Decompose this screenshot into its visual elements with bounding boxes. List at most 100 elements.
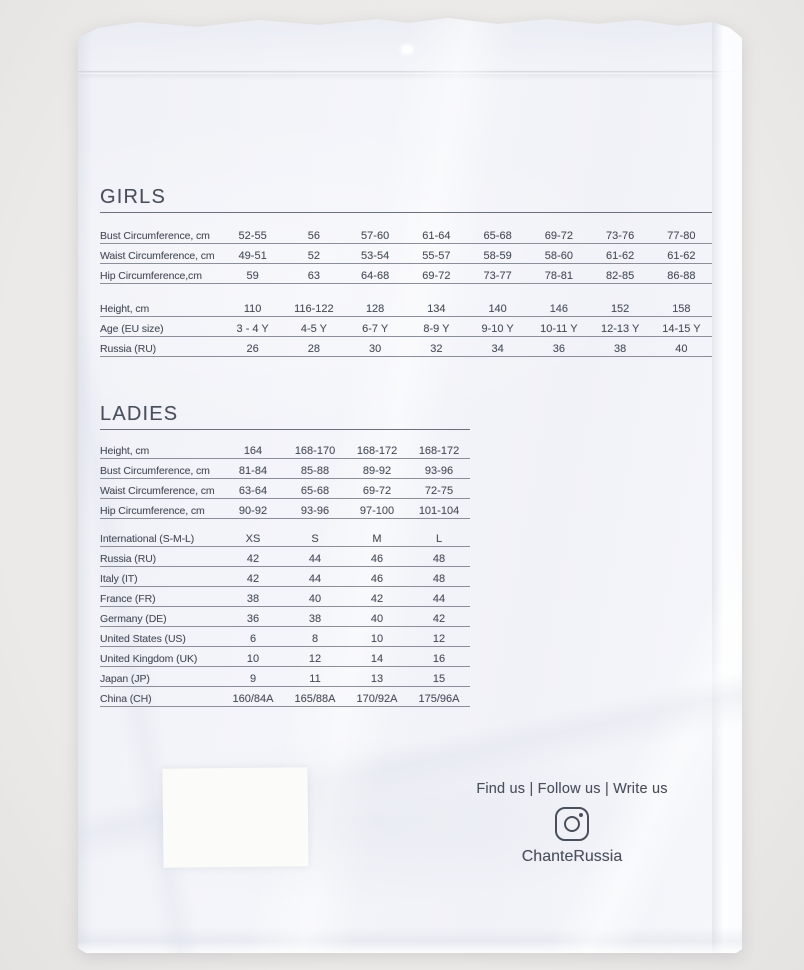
brand-footer: Find us | Follow us | Write us ChanteRus… bbox=[420, 781, 724, 866]
size-value: 65-68 bbox=[300, 485, 330, 497]
size-value: 78-81 bbox=[544, 270, 573, 282]
size-value: 110 bbox=[243, 303, 262, 315]
size-value: 64-68 bbox=[361, 270, 390, 282]
size-value: 48 bbox=[432, 573, 446, 585]
size-value: 58-60 bbox=[544, 250, 573, 262]
size-value: 4-5 Y bbox=[300, 323, 327, 335]
instagram-handle: ChanteRussia bbox=[521, 848, 623, 865]
size-value: 28 bbox=[307, 343, 320, 355]
size-row: Japan (JP) 9 11 13 15 bbox=[100, 667, 470, 687]
size-value: 32 bbox=[430, 343, 443, 355]
size-row-label: Age (EU size) bbox=[100, 323, 164, 335]
size-value: 73-77 bbox=[483, 270, 512, 282]
size-value: 46 bbox=[370, 553, 384, 565]
size-row-label: Russia (RU) bbox=[100, 553, 157, 565]
size-value: 34 bbox=[491, 343, 504, 355]
size-value: 164 bbox=[243, 445, 263, 457]
size-value: 85-88 bbox=[300, 465, 330, 477]
size-row-label: Height, cm bbox=[100, 445, 150, 457]
ladies-size-table: LADIES Height, cm 164 168-170 168-172 168-17… bbox=[100, 403, 470, 707]
size-row: Height, cm 164 168-170 168-172 168-172 bbox=[100, 439, 470, 459]
girls-table-rows: Bust Circumference, cm 52-55 56 57-60 61-64 6… bbox=[100, 224, 712, 357]
size-value: 40 bbox=[675, 343, 688, 355]
size-row-label: Russia (RU) bbox=[100, 343, 157, 355]
size-row: Germany (DE) 36 38 40 42 bbox=[100, 607, 470, 627]
size-value: S bbox=[311, 533, 319, 545]
zip-seam bbox=[78, 71, 742, 74]
size-value: 61-62 bbox=[667, 250, 696, 262]
size-value: 12 bbox=[432, 633, 446, 645]
size-value: 26 bbox=[246, 343, 259, 355]
size-value: 52-55 bbox=[238, 230, 267, 242]
size-row-label: Waist Circumference, cm bbox=[100, 250, 215, 262]
size-value: 65-68 bbox=[483, 230, 512, 242]
size-value: 69-72 bbox=[422, 270, 451, 282]
instagram-flash-dot bbox=[579, 813, 583, 817]
size-value: 73-76 bbox=[606, 230, 635, 242]
size-value: 128 bbox=[365, 303, 385, 315]
size-row: Italy (IT) 42 44 46 48 bbox=[100, 567, 470, 587]
size-row-label: Height, cm bbox=[100, 303, 150, 315]
size-value: 9-10 Y bbox=[481, 323, 514, 335]
size-row: China (CH) 160/84A 165/88A 170/92A 175/96A bbox=[100, 687, 470, 707]
size-row: Age (EU size) 3 - 4 Y 4-5 Y 6-7 Y 8-9 Y 9-10 … bbox=[100, 317, 712, 337]
size-value: 40 bbox=[308, 593, 322, 605]
size-row: United States (US) 6 8 10 12 bbox=[100, 627, 470, 647]
size-value: 12-13 Y bbox=[600, 323, 640, 335]
size-value: 46 bbox=[370, 573, 384, 585]
size-value: 38 bbox=[614, 343, 627, 355]
size-value: XS bbox=[245, 533, 261, 545]
size-row-label: Hip Circumference, cm bbox=[100, 505, 205, 517]
size-value: 134 bbox=[427, 303, 446, 315]
size-value: 93-96 bbox=[300, 505, 330, 517]
size-value: 69-72 bbox=[362, 485, 392, 497]
size-value: 82-85 bbox=[606, 270, 635, 282]
size-value: 44 bbox=[308, 553, 322, 565]
size-value: 42 bbox=[370, 593, 384, 605]
size-row: Russia (RU) 26 28 30 32 34 36 38 40 bbox=[100, 337, 712, 357]
size-row-label: Waist Circumference, cm bbox=[100, 485, 215, 497]
size-value: 72-75 bbox=[424, 485, 454, 497]
bag-bottom-fold bbox=[78, 927, 742, 953]
size-value: 8-9 Y bbox=[423, 323, 450, 335]
blank-label-card bbox=[162, 767, 309, 868]
size-value: 10 bbox=[246, 653, 260, 665]
size-value: M bbox=[372, 533, 382, 545]
social-links-text: Find us | Follow us | Write us bbox=[476, 781, 668, 797]
size-row: Bust Circumference, cm 81-84 85-88 89-92 93-… bbox=[100, 459, 470, 479]
size-row: Height, cm 110 116-122 128 134 140 146 152 158 bbox=[100, 297, 712, 317]
size-row-label: Bust Circumference, cm bbox=[100, 465, 210, 477]
size-row: United Kingdom (UK) 10 12 14 16 bbox=[100, 647, 470, 667]
size-value: 14-15 Y bbox=[662, 323, 701, 335]
size-value: 38 bbox=[308, 613, 322, 625]
instagram-lens-circle bbox=[564, 816, 580, 832]
size-value: 116-122 bbox=[294, 303, 334, 315]
size-value: 44 bbox=[432, 593, 446, 605]
size-row: Waist Circumference, cm 63-64 65-68 69-72 72… bbox=[100, 479, 470, 499]
size-value: 93-96 bbox=[424, 465, 454, 477]
size-value: 152 bbox=[610, 303, 630, 315]
size-value: 12 bbox=[308, 653, 322, 665]
girls-table-title: GIRLS bbox=[100, 186, 712, 213]
size-value: 81-84 bbox=[238, 465, 268, 477]
size-value: 58-59 bbox=[483, 250, 512, 262]
size-value: 101-104 bbox=[418, 505, 460, 517]
size-value: 86-88 bbox=[667, 270, 696, 282]
instagram-icon bbox=[555, 807, 589, 841]
girls-size-table: GIRLS Bust Circumference, cm 52-55 56 57-60… bbox=[100, 186, 712, 357]
size-row-label: United Kingdom (UK) bbox=[100, 653, 198, 665]
size-value: 53-54 bbox=[361, 250, 390, 262]
size-value: 6 bbox=[249, 633, 257, 645]
size-value: 140 bbox=[488, 303, 507, 315]
size-value: 158 bbox=[672, 303, 691, 315]
size-value: 55-57 bbox=[422, 250, 451, 262]
size-value: 11 bbox=[309, 673, 321, 685]
size-row-label: Hip Circumference,cm bbox=[100, 270, 202, 282]
size-row: Hip Circumference,cm 59 63 64-68 69-72 73-77 7… bbox=[100, 264, 712, 284]
size-value: 146 bbox=[549, 303, 569, 315]
size-row: Waist Circumference, cm 49-51 52 53-54 55-57… bbox=[100, 244, 712, 264]
size-value: L bbox=[435, 533, 443, 545]
size-value: 40 bbox=[370, 613, 384, 625]
size-value: 10 bbox=[370, 633, 384, 645]
size-value: 48 bbox=[432, 553, 446, 565]
